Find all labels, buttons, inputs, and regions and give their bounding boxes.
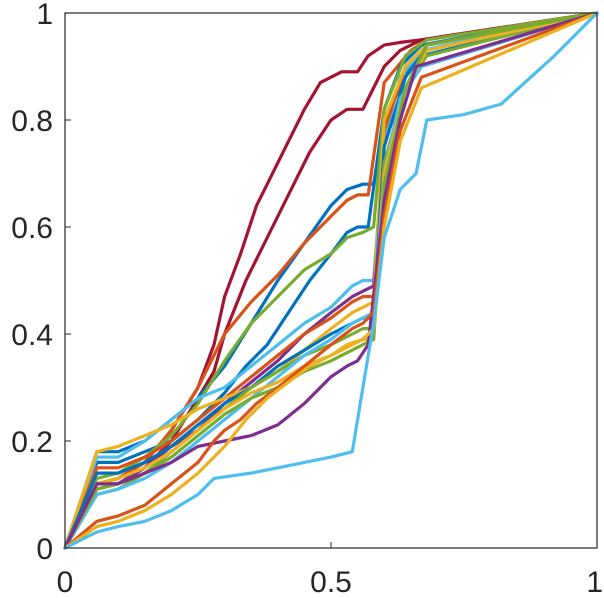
y-tick-label: 0 [36,533,53,566]
series-line [63,11,599,550]
x-tick-label: 1 [586,566,603,598]
axis-ticks: 0 0.5 1 0 0.2 0.4 0.6 0.8 1 [11,0,603,598]
series-line [63,11,599,550]
series-line [63,11,599,550]
y-tick-label: 0.6 [11,212,53,245]
series-line [63,11,599,550]
x-tick-label: 0.5 [310,566,352,598]
y-tick-label: 0.8 [11,105,53,138]
series-layer [63,11,599,550]
series-line [63,11,599,550]
series-line [63,11,599,550]
y-tick-label: 0.4 [11,319,53,352]
series-line [63,11,599,550]
x-tick-label: 0 [57,566,74,598]
y-tick-label: 1 [36,0,53,31]
series-line [63,11,599,550]
y-tick-label: 0.2 [11,426,53,459]
